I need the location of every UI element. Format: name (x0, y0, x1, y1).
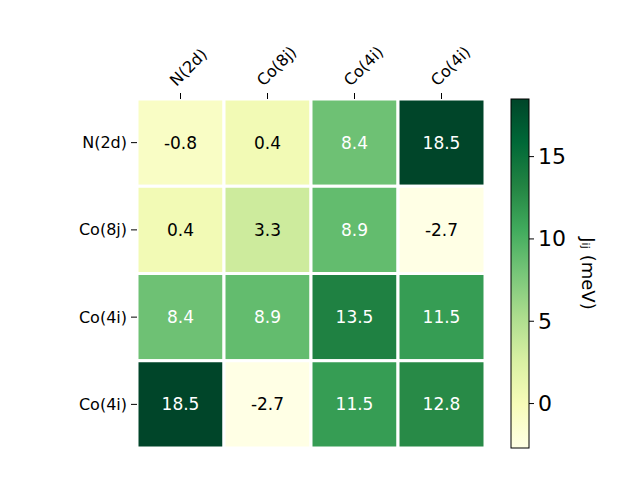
svg-text:3.3: 3.3 (254, 220, 281, 240)
svg-text:Co(4i): Co(4i) (79, 308, 127, 327)
svg-text:18.5: 18.5 (423, 133, 461, 153)
svg-text:Jᵢⱼ (meV): Jᵢⱼ (meV) (578, 236, 599, 309)
svg-text:10: 10 (538, 226, 566, 251)
svg-text:-0.8: -0.8 (164, 133, 197, 153)
svg-text:-2.7: -2.7 (251, 394, 284, 414)
svg-text:11.5: 11.5 (423, 307, 461, 327)
svg-text:5: 5 (538, 309, 552, 334)
svg-text:Co(4i): Co(4i) (340, 42, 387, 89)
svg-text:15: 15 (538, 144, 566, 169)
svg-text:Co(4i): Co(4i) (79, 395, 127, 414)
svg-text:0: 0 (538, 391, 552, 416)
svg-text:-2.7: -2.7 (425, 220, 458, 240)
svg-text:8.9: 8.9 (254, 307, 281, 327)
svg-text:11.5: 11.5 (336, 394, 374, 414)
svg-text:8.4: 8.4 (167, 307, 194, 327)
svg-text:Co(4i): Co(4i) (427, 42, 474, 89)
svg-text:18.5: 18.5 (162, 394, 200, 414)
svg-text:12.8: 12.8 (423, 394, 461, 414)
svg-text:8.9: 8.9 (341, 220, 368, 240)
svg-text:8.4: 8.4 (341, 133, 368, 153)
svg-text:Co(8j): Co(8j) (253, 42, 300, 89)
svg-text:Co(8j): Co(8j) (79, 220, 127, 239)
svg-text:0.4: 0.4 (167, 220, 194, 240)
svg-text:0.4: 0.4 (254, 133, 281, 153)
svg-text:13.5: 13.5 (336, 307, 374, 327)
svg-text:N(2d): N(2d) (166, 45, 211, 90)
svg-text:N(2d): N(2d) (82, 133, 127, 152)
